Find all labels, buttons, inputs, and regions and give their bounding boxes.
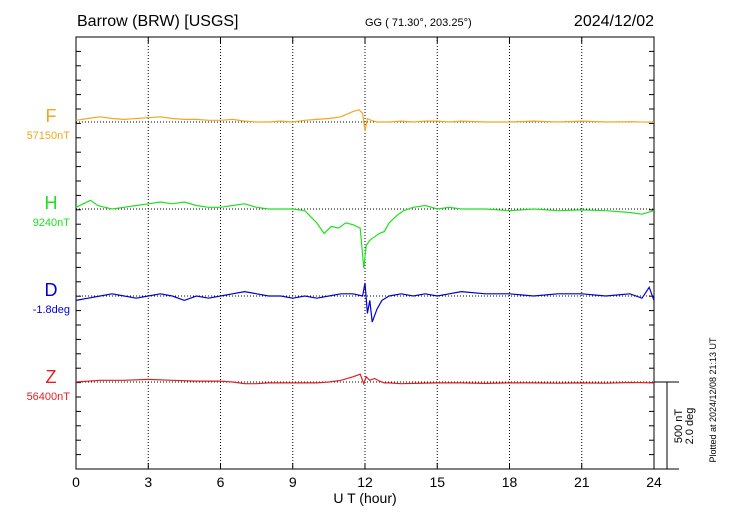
x-axis-label: U T (hour) xyxy=(333,490,396,506)
x-tick-label: 0 xyxy=(72,474,80,490)
trace-h xyxy=(75,199,655,269)
x-tick-label: 6 xyxy=(217,474,225,490)
series-name-z: Z xyxy=(46,367,57,387)
y-tick-layer xyxy=(76,50,654,470)
scale-bar-deg-label: 2.0 deg xyxy=(684,408,696,445)
plotted-at-note: Plotted at 2024/12/08 21:13 UT xyxy=(708,337,718,463)
trace-f xyxy=(75,109,655,131)
station-title: Barrow (BRW) [USGS] xyxy=(77,13,239,30)
x-tick-label: 24 xyxy=(646,474,662,490)
series-label-layer: F 57150nT H 9240nT D -1.8deg Z 56400nT xyxy=(27,106,71,403)
series-name-h: H xyxy=(45,193,58,213)
x-tick-label: 12 xyxy=(357,474,373,490)
grid-layer xyxy=(147,37,583,469)
trace-z xyxy=(75,373,655,386)
trace-d xyxy=(75,282,655,323)
trace-layer xyxy=(75,109,655,386)
x-tick-label: 18 xyxy=(502,474,518,490)
series-baseline-z: 56400nT xyxy=(27,391,71,403)
series-name-f: F xyxy=(46,106,57,126)
series-baseline-d: -1.8deg xyxy=(33,304,70,316)
date-label: 2024/12/02 xyxy=(574,13,654,30)
x-tick-layer: 0 3 6 9 12 15 18 21 24 xyxy=(72,37,662,490)
coords-label: GG ( 71.30°, 203.25°) xyxy=(365,17,472,29)
x-tick-label: 21 xyxy=(574,474,590,490)
x-tick-label: 3 xyxy=(144,474,152,490)
x-tick-label: 15 xyxy=(429,474,445,490)
x-tick-label: 9 xyxy=(289,474,297,490)
series-name-d: D xyxy=(45,280,58,300)
scale-bar-nt-label: 500 nT xyxy=(673,409,685,444)
series-baseline-h: 9240nT xyxy=(33,217,71,229)
scale-bar: 500 nT 2.0 deg xyxy=(654,381,696,470)
series-baseline-f: 57150nT xyxy=(27,130,71,142)
